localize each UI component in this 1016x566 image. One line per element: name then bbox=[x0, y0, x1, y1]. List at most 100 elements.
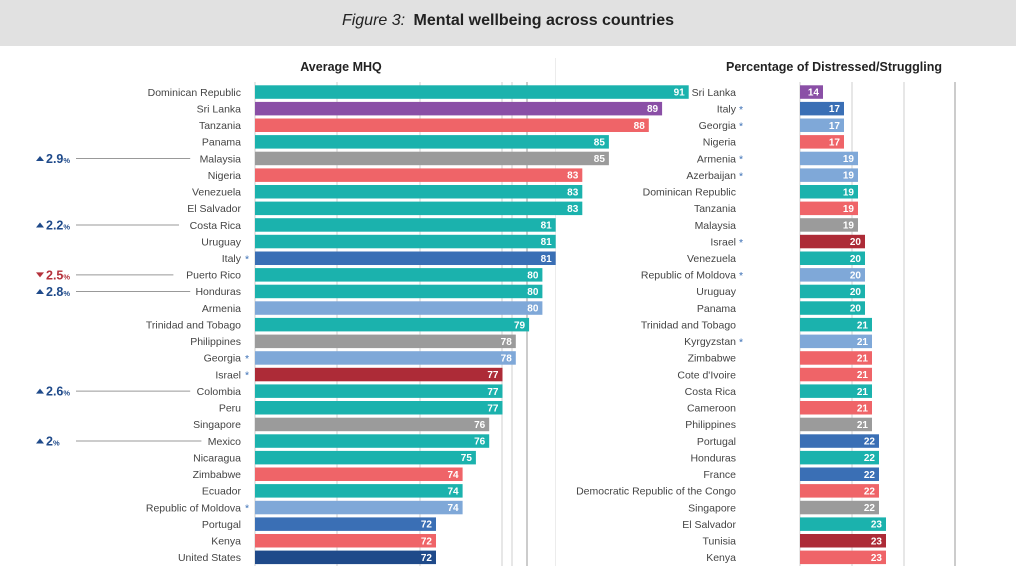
figure-header: Figure 3: Mental wellbeing across countr… bbox=[0, 0, 1016, 46]
p2-value-label-el-salvador: 23 bbox=[871, 520, 883, 531]
p1-bar-mexico bbox=[255, 434, 490, 448]
p1-value-label-dominican-republic: 91 bbox=[674, 88, 686, 99]
p1-category-label-philippines: Philippines bbox=[190, 336, 241, 348]
p2-category-label-republic-of-moldova: Republic of Moldova bbox=[641, 270, 736, 282]
p1-value-label-zimbabwe: 74 bbox=[447, 470, 459, 481]
p2-value-label-tunisia: 23 bbox=[871, 536, 883, 547]
p1-category-label-kenya: Kenya bbox=[211, 536, 241, 548]
p2-value-label-singapore: 22 bbox=[864, 503, 876, 514]
p1-bar-philippines bbox=[255, 334, 516, 349]
p2-star-azerbaijan: * bbox=[739, 170, 743, 182]
p2-category-label-georgia: Georgia bbox=[699, 120, 737, 132]
p1-category-label-malaysia: Malaysia bbox=[200, 153, 242, 165]
p1-star-georgia: * bbox=[245, 353, 249, 365]
p2-bar-kyrgyzstan bbox=[800, 334, 872, 349]
annotation-arrow-puerto-rico bbox=[36, 272, 44, 278]
p1-bar-sri-lanka bbox=[255, 101, 663, 116]
p2-star-kyrgyzstan: * bbox=[739, 337, 743, 349]
p1-value-label-philippines: 78 bbox=[501, 337, 513, 348]
p2-bar-tunisia bbox=[800, 534, 886, 548]
p2-value-label-italy: 17 bbox=[829, 104, 841, 115]
p2-category-label-panama: Panama bbox=[697, 303, 736, 315]
p2-bar-zimbabwe bbox=[800, 351, 872, 365]
p2-bar-sri-lanka bbox=[800, 85, 823, 99]
p2-category-label-singapore: Singapore bbox=[688, 502, 736, 514]
annotation-arrow-colombia bbox=[36, 388, 44, 394]
p1-category-label-united-states: United States bbox=[178, 552, 241, 564]
p2-value-label-portugal: 22 bbox=[864, 437, 876, 448]
p1-bar-puerto-rico bbox=[255, 268, 543, 282]
p2-category-label-france: France bbox=[703, 469, 736, 481]
p1-value-label-portugal: 72 bbox=[421, 520, 433, 531]
p1-value-label-uruguay: 81 bbox=[541, 237, 553, 248]
p2-bar-kenya bbox=[800, 550, 886, 565]
annotation-value-puerto-rico: 2.5% bbox=[46, 268, 70, 282]
p1-category-label-republic-of-moldova: Republic of Moldova bbox=[146, 502, 241, 514]
p1-star-israel: * bbox=[245, 370, 249, 382]
p2-bar-tanzania bbox=[800, 201, 858, 216]
p1-bar-armenia bbox=[255, 301, 543, 315]
p1-value-label-colombia: 77 bbox=[487, 387, 499, 398]
p2-value-label-nigeria: 17 bbox=[829, 138, 841, 149]
p2-value-label-costa-rica: 21 bbox=[857, 387, 869, 398]
p1-category-label-ecuador: Ecuador bbox=[202, 486, 242, 498]
p1-category-label-venezuela: Venezuela bbox=[192, 187, 241, 199]
p2-bar-singapore bbox=[800, 500, 879, 515]
p2-bar-republic-of-moldova bbox=[800, 268, 865, 282]
p2-category-label-kyrgyzstan: Kyrgyzstan bbox=[684, 336, 736, 348]
annotation-arrow-costa-rica bbox=[36, 222, 44, 228]
p2-chart-title: Percentage of Distressed/Struggling bbox=[726, 60, 942, 74]
annotation-value-colombia: 2.6% bbox=[46, 385, 70, 399]
p2-value-label-dominican-republic: 19 bbox=[843, 187, 855, 198]
p2-category-label-tunisia: Tunisia bbox=[703, 536, 737, 548]
p2-bar-philippines bbox=[800, 417, 872, 432]
p2-category-label-tanzania: Tanzania bbox=[694, 203, 736, 215]
p1-star-italy: * bbox=[245, 253, 249, 265]
p2-category-label-uruguay: Uruguay bbox=[696, 286, 736, 298]
annotation-arrow-honduras bbox=[36, 288, 44, 294]
p1-category-label-armenia: Armenia bbox=[202, 303, 241, 315]
p1-category-label-dominican-republic: Dominican Republic bbox=[148, 87, 241, 99]
p2-category-label-honduras: Honduras bbox=[690, 452, 736, 464]
p1-value-label-venezuela: 83 bbox=[567, 187, 579, 198]
p2-category-label-portugal: Portugal bbox=[697, 436, 736, 448]
annotation-value-honduras: 2.8% bbox=[46, 285, 70, 299]
p2-value-label-georgia: 17 bbox=[829, 121, 841, 132]
p1-bar-tanzania bbox=[255, 118, 649, 132]
p2-value-label-france: 22 bbox=[864, 470, 876, 481]
p2-value-label-sri-lanka: 14 bbox=[808, 88, 820, 99]
p1-bar-peru bbox=[255, 401, 503, 415]
p2-category-label-cameroon: Cameroon bbox=[687, 403, 736, 415]
p1-value-label-el-salvador: 83 bbox=[567, 204, 579, 215]
p2-value-label-kenya: 23 bbox=[871, 553, 883, 564]
p1-bar-el-salvador bbox=[255, 201, 583, 216]
p2-category-label-el-salvador: El Salvador bbox=[682, 519, 736, 531]
p2-category-label-kenya: Kenya bbox=[706, 552, 736, 564]
p2-category-label-trinidad-and-tobago: Trinidad and Tobago bbox=[641, 320, 736, 332]
p1-category-label-nicaragua: Nicaragua bbox=[193, 452, 241, 464]
p1-category-label-peru: Peru bbox=[219, 403, 241, 415]
p1-value-label-sri-lanka: 89 bbox=[647, 104, 659, 115]
p1-bar-dominican-republic bbox=[255, 85, 689, 99]
p2-bar-el-salvador bbox=[800, 517, 886, 531]
p1-category-label-colombia: Colombia bbox=[197, 386, 242, 398]
annotation-value-costa-rica: 2.2% bbox=[46, 219, 70, 233]
p2-bar-italy bbox=[800, 101, 844, 116]
p1-bar-panama bbox=[255, 135, 609, 149]
p2-bar-nigeria bbox=[800, 135, 844, 149]
p1-category-label-israel: Israel bbox=[215, 369, 241, 381]
p1-bar-colombia bbox=[255, 384, 503, 398]
p1-value-label-puerto-rico: 80 bbox=[527, 270, 539, 281]
p1-value-label-mexico: 76 bbox=[474, 437, 486, 448]
p1-value-label-malaysia: 85 bbox=[594, 154, 606, 165]
p1-category-label-panama: Panama bbox=[202, 137, 241, 149]
p1-category-label-el-salvador: El Salvador bbox=[187, 203, 241, 215]
p2-bar-cote-d-ivoire bbox=[800, 367, 872, 382]
p1-category-label-trinidad-and-tobago: Trinidad and Tobago bbox=[146, 320, 241, 332]
p1-category-label-portugal: Portugal bbox=[202, 519, 241, 531]
p1-bar-portugal bbox=[255, 517, 436, 531]
panel-divider bbox=[555, 58, 556, 566]
p1-bar-trinidad-and-tobago bbox=[255, 317, 530, 332]
p2-category-label-zimbabwe: Zimbabwe bbox=[688, 353, 737, 365]
